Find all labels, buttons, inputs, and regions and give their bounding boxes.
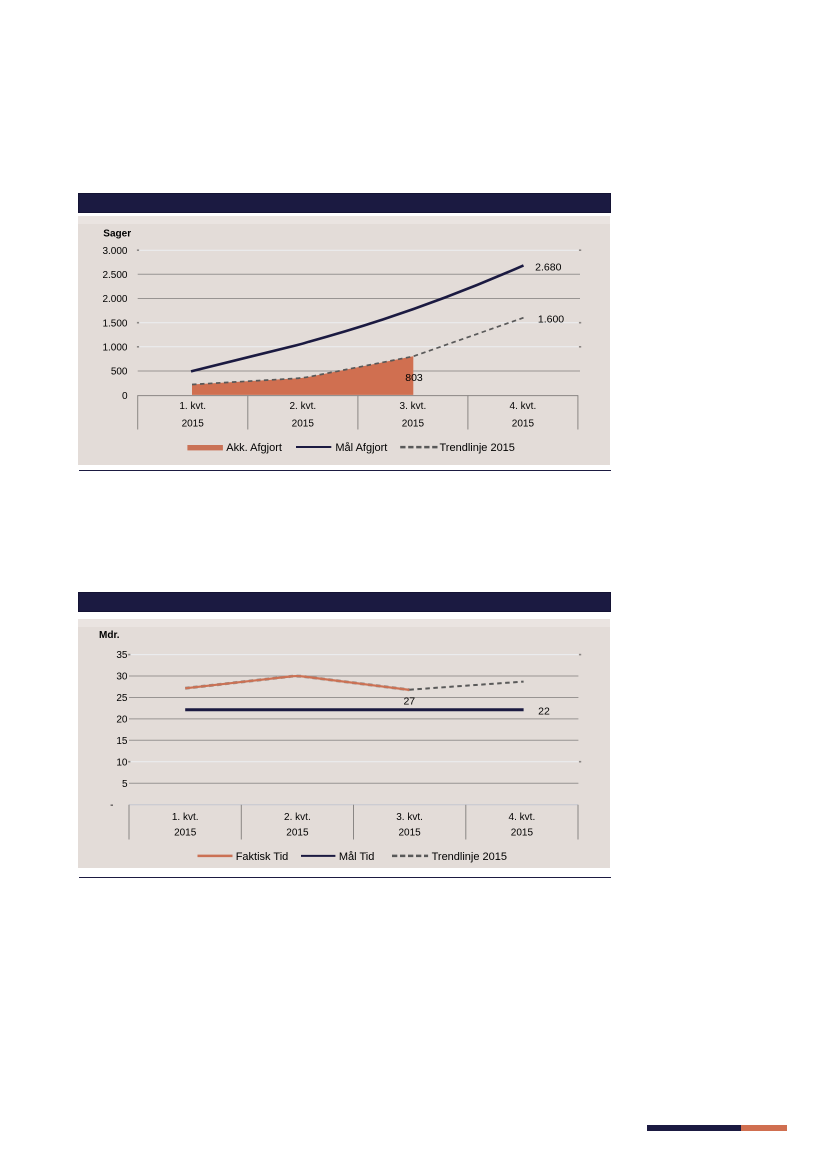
- svg-text:Faktisk Tid: Faktisk Tid: [236, 851, 289, 863]
- svg-text:2. kvt.: 2. kvt.: [289, 401, 316, 412]
- svg-text:2. kvt.: 2. kvt.: [284, 812, 311, 823]
- svg-text:3. kvt.: 3. kvt.: [400, 401, 427, 412]
- svg-text:4. kvt.: 4. kvt.: [510, 401, 537, 412]
- svg-text:2.500: 2.500: [102, 270, 127, 281]
- svg-text:4. kvt.: 4. kvt.: [509, 812, 536, 823]
- svg-text:3. kvt.: 3. kvt.: [396, 812, 423, 823]
- svg-text:2015: 2015: [286, 828, 309, 839]
- svg-text:10: 10: [116, 757, 128, 768]
- svg-text:2015: 2015: [511, 828, 534, 839]
- svg-text:15: 15: [116, 736, 128, 747]
- svg-text:2015: 2015: [402, 418, 425, 429]
- svg-text:Sager: Sager: [103, 229, 131, 240]
- svg-text:1. kvt.: 1. kvt.: [179, 401, 206, 412]
- svg-text:0: 0: [122, 391, 128, 402]
- svg-text:2015: 2015: [292, 418, 315, 429]
- svg-text:Mdr.: Mdr.: [99, 630, 120, 641]
- svg-text:30: 30: [116, 672, 128, 683]
- svg-text:20: 20: [116, 715, 128, 726]
- svg-text:Trendlinje 2015: Trendlinje 2015: [440, 442, 515, 454]
- svg-text:25: 25: [116, 693, 128, 704]
- svg-text:2015: 2015: [398, 828, 421, 839]
- svg-text:1.500: 1.500: [102, 318, 127, 329]
- svg-text:2.000: 2.000: [102, 294, 127, 305]
- svg-text:2015: 2015: [512, 418, 535, 429]
- svg-text:Trendlinje 2015: Trendlinje 2015: [432, 851, 507, 863]
- svg-text:3.000: 3.000: [102, 246, 127, 257]
- svg-text:500: 500: [111, 367, 128, 378]
- svg-text:Mål Tid: Mål Tid: [339, 851, 374, 863]
- svg-text:-: -: [110, 800, 113, 811]
- svg-text:2.680: 2.680: [535, 261, 561, 273]
- svg-text:22: 22: [538, 706, 550, 718]
- svg-text:35: 35: [116, 650, 128, 661]
- svg-text:Akk. Afgjort: Akk. Afgjort: [226, 442, 282, 454]
- svg-text:Mål Afgjort: Mål Afgjort: [335, 442, 387, 454]
- svg-text:803: 803: [405, 372, 423, 384]
- svg-text:2015: 2015: [174, 828, 197, 839]
- svg-text:5: 5: [122, 779, 128, 790]
- svg-text:1.000: 1.000: [102, 342, 127, 353]
- svg-text:1.600: 1.600: [538, 313, 564, 325]
- svg-text:1. kvt.: 1. kvt.: [172, 812, 199, 823]
- svg-text:2015: 2015: [182, 418, 205, 429]
- svg-text:27: 27: [403, 695, 415, 707]
